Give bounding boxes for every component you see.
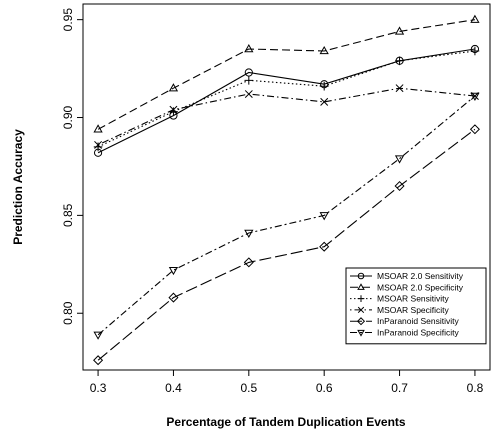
legend-item: MSOAR Sensitivity [350,294,450,304]
cross-marker [357,306,365,314]
diamond-marker [319,241,330,252]
cross-marker [395,84,404,93]
triangle-down-marker [244,229,254,238]
triangle-down-marker [394,155,405,164]
x-axis-title: Percentage of Tandem Duplication Events [166,415,405,429]
x-tick-label: 0.5 [240,381,257,395]
plus-marker [357,295,365,302]
y-tick-label: 0.85 [61,203,75,227]
y-tick-label: 0.90 [61,106,75,130]
triangle-down-marker [357,329,365,337]
plus-marker [470,46,480,56]
series [93,14,480,133]
triangle-up-marker [244,44,254,53]
triangle-up-marker [93,124,103,133]
legend-label: InParanoid Sensitivity [377,316,459,326]
legend-item: InParanoid Specificity [350,328,459,338]
x-axis: 0.3 0.4 0.5 0.6 0.7 0.8 [90,370,484,395]
triangle-up-marker [319,46,329,55]
cross-marker [169,105,178,114]
series-line [97,19,475,130]
triangle-up-marker [470,14,480,23]
legend-box [345,267,487,345]
series-line [97,87,475,146]
legend-item: MSOAR 2.0 Specificity [350,282,464,292]
plus-marker [244,76,254,85]
diamond-marker [394,180,405,192]
diamond-marker [168,292,179,303]
legend-item: InParanoid Sensitivity [350,316,459,326]
legend-label: InParanoid Specificity [377,328,459,338]
cross-marker [320,97,329,106]
x-tick-label: 0.3 [90,381,107,395]
triangle-up-marker [168,83,179,92]
series-line [97,50,475,148]
legend-label: MSOAR 2.0 Sensitivity [377,271,464,281]
x-tick-label: 0.7 [391,381,408,395]
series [93,46,480,152]
plot-frame [82,3,491,371]
triangle-down-marker [168,266,179,276]
legend-label: MSOAR Specificity [377,305,450,315]
x-tick-label: 0.6 [316,381,333,395]
series [93,92,480,340]
y-axis-title: Prediction Accuracy [11,129,25,245]
triangle-up-marker [357,283,365,290]
x-tick-label: 0.4 [165,381,182,395]
series-layer [93,14,480,366]
diamond-marker [356,317,366,326]
triangle-down-marker [470,92,480,101]
plus-marker [169,107,178,116]
legend-label: MSOAR 2.0 Specificity [377,282,464,292]
diamond-marker [243,257,254,268]
series-line [97,95,476,336]
series-line [97,48,475,154]
plus-marker [319,81,329,91]
x-tick-label: 0.8 [467,381,484,395]
circle-marker [357,272,365,280]
y-tick-label: 0.95 [61,8,75,32]
legend-label: MSOAR Sensitivity [377,294,450,304]
legend-item: MSOAR Specificity [350,305,450,315]
y-axis: 0.80 0.85 0.90 0.95 [61,8,83,325]
diamond-marker [469,124,480,135]
legend-item: MSOAR 2.0 Sensitivity [350,271,464,281]
plus-marker [93,142,103,152]
plus-marker [395,56,404,66]
triangle-up-marker [394,26,405,35]
series [93,124,480,366]
triangle-down-marker [93,331,103,340]
diamond-marker [93,355,104,366]
series-line [97,128,476,361]
cross-marker [94,140,103,149]
cross-marker [244,90,253,98]
triangle-down-marker [319,212,329,221]
series [94,84,479,149]
y-tick-label: 0.80 [61,301,75,325]
series [93,44,480,157]
